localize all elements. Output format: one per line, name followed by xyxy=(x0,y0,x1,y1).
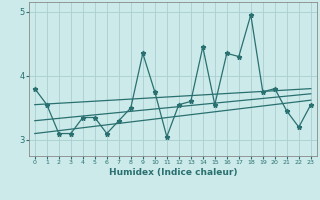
X-axis label: Humidex (Indice chaleur): Humidex (Indice chaleur) xyxy=(108,168,237,177)
